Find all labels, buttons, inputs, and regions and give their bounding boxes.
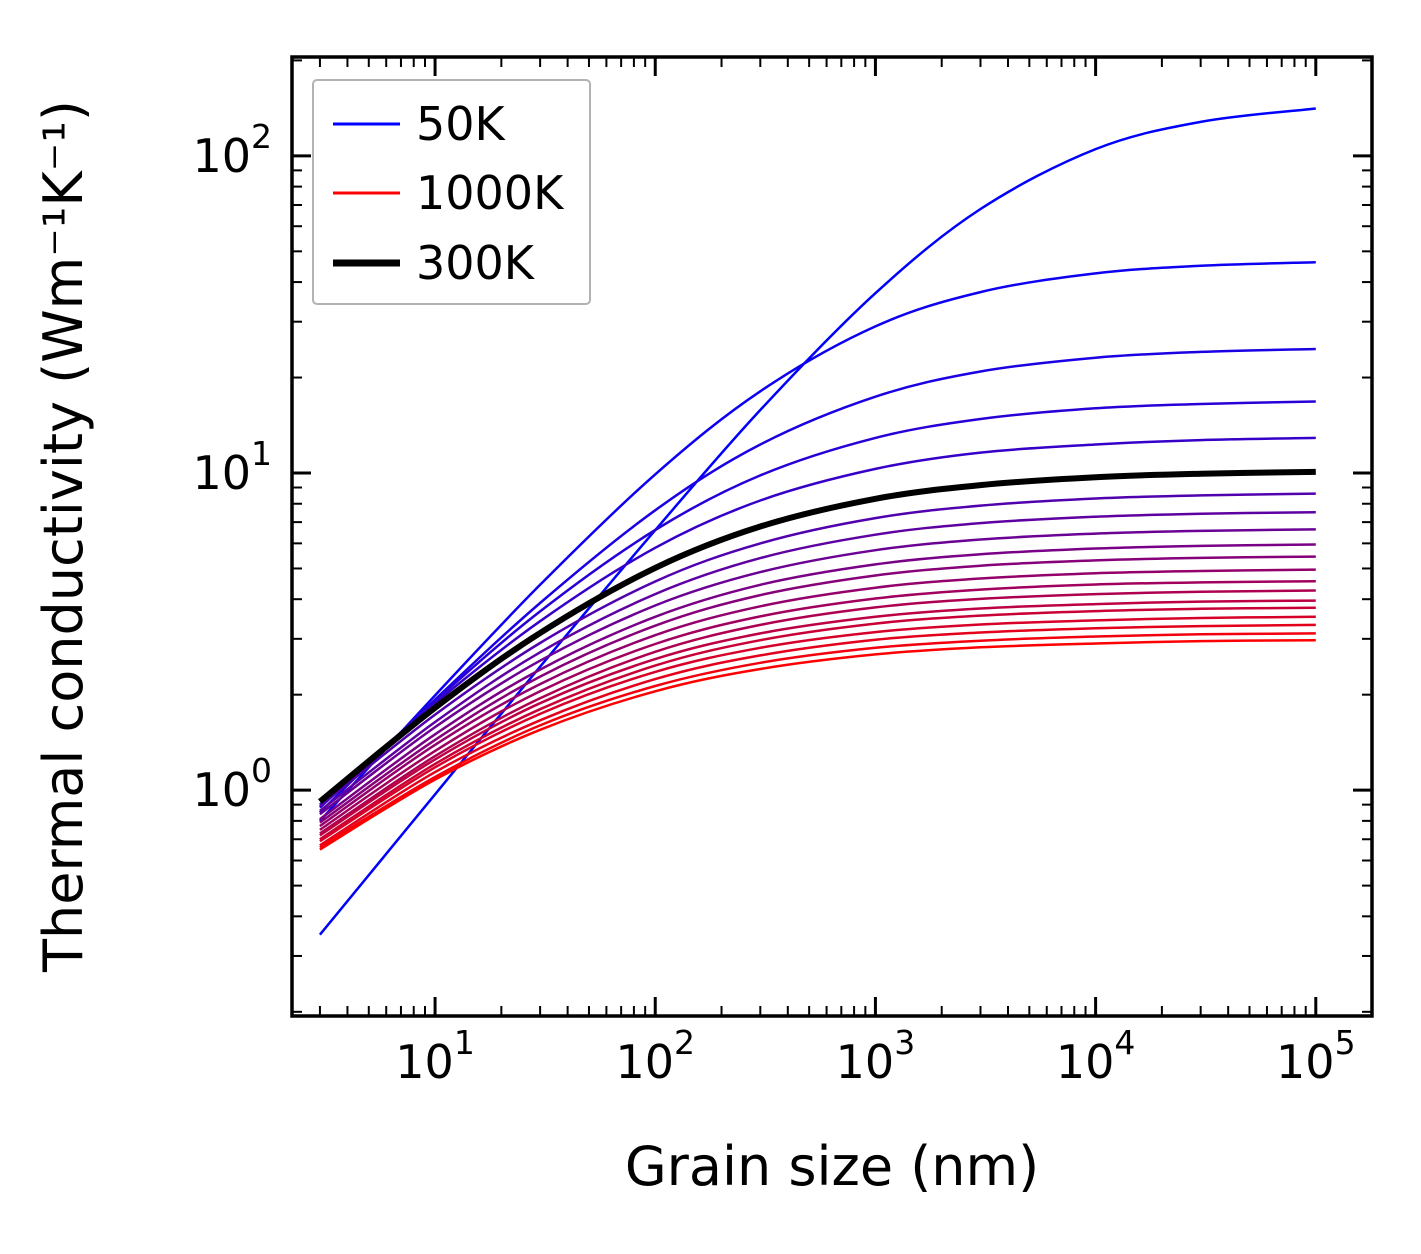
curve-250K: [319, 436, 1316, 806]
curve-150K: [319, 347, 1316, 814]
curve-500K: [319, 543, 1316, 821]
curve-750K: [319, 599, 1316, 837]
curve-300K: [318, 468, 1316, 804]
curve-1000K: [319, 638, 1316, 851]
legend: 50K 1000K 300K: [312, 79, 591, 305]
legend-label-50k: 50K: [416, 97, 507, 151]
curve-450K: [319, 528, 1316, 816]
curve-850K: [319, 615, 1316, 843]
curve-350K: [319, 492, 1316, 808]
axes-frame: [290, 55, 1374, 1018]
legend-label-300k: 300K: [416, 236, 536, 290]
curves-group: [318, 107, 1316, 936]
legend-label-1000k: 1000K: [416, 166, 565, 220]
curve-700K: [319, 589, 1316, 835]
y-axis-label: Thermal conductivity (Wm⁻¹K⁻¹): [32, 100, 95, 973]
curve-100K: [318, 260, 1316, 822]
legend-box: [312, 79, 591, 305]
curve-800K: [319, 606, 1316, 841]
curve-900K: [319, 623, 1316, 847]
curve-950K: [319, 632, 1316, 849]
curve-200K: [319, 400, 1316, 809]
curve-400K: [319, 511, 1316, 812]
curve-650K: [319, 579, 1316, 831]
curve-550K: [319, 555, 1316, 824]
x-axis-label: Grain size (nm): [625, 1135, 1039, 1198]
curve-600K: [319, 568, 1316, 828]
